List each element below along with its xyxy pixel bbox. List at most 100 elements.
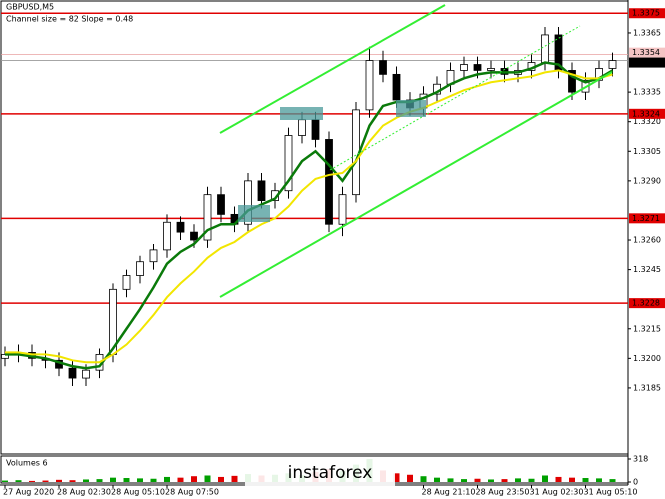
zone-box xyxy=(238,205,270,222)
level-label-box xyxy=(629,8,665,19)
volume-bar xyxy=(474,478,481,482)
price-label: 1.3351 xyxy=(632,58,660,67)
candle-body xyxy=(203,194,212,241)
y-tick-label: 1.3365 xyxy=(633,28,661,37)
volume-bar xyxy=(609,479,616,482)
y-tick-label: 1.3200 xyxy=(633,354,661,363)
candle-body xyxy=(311,119,320,140)
candle-body xyxy=(379,60,387,75)
level-label-box xyxy=(629,213,665,224)
volume-bar xyxy=(2,480,8,482)
candle-body xyxy=(82,369,90,379)
y-tick-label: 1.3290 xyxy=(633,176,661,185)
volume-bar xyxy=(164,476,170,482)
candle-body xyxy=(568,70,576,93)
candle-body xyxy=(608,60,617,69)
x-tick-label: 31 Aug 02:30 xyxy=(530,488,584,497)
volume-bar xyxy=(150,478,157,482)
volume-bar xyxy=(528,478,535,482)
candle-body xyxy=(68,367,77,379)
level-label-box xyxy=(629,298,665,309)
candle-body xyxy=(365,60,374,111)
volume-bar xyxy=(596,478,602,482)
volume-bar xyxy=(42,480,49,482)
level-label-box xyxy=(629,108,665,119)
volume-bar xyxy=(501,479,508,482)
volume-bar xyxy=(123,478,130,482)
volume-bar xyxy=(555,476,562,482)
volume-bar xyxy=(461,479,467,482)
x-tick-label: 31 Aug 05:10 xyxy=(584,488,638,497)
volume-bar xyxy=(110,477,116,482)
x-tick-label: 28 Aug 21:10 xyxy=(422,488,476,497)
volume-tick-label: 0 xyxy=(633,478,638,487)
volume-bar xyxy=(29,480,35,482)
volume-bar xyxy=(515,478,521,482)
volume-bar xyxy=(96,479,103,482)
candle-body xyxy=(338,194,347,225)
volume-bar xyxy=(231,475,238,482)
volume-bar xyxy=(69,480,76,482)
volume-bar xyxy=(569,477,575,482)
x-tick-label: 28 Aug 05:10 xyxy=(111,488,165,497)
volume-bar xyxy=(407,474,413,482)
channel-upper xyxy=(219,4,446,134)
x-tick-label: 28 Aug 23:50 xyxy=(476,488,530,497)
level-label: 1.3324 xyxy=(632,109,660,118)
y-tick-label: 1.3335 xyxy=(633,88,661,97)
candle-body xyxy=(392,73,401,101)
candle-body xyxy=(149,249,158,263)
x-tick-label: 28 Aug 02:30 xyxy=(57,488,111,497)
volume-bar xyxy=(15,480,22,482)
candle-body xyxy=(122,275,131,290)
candle-body xyxy=(257,180,266,201)
y-tick-label: 1.3245 xyxy=(633,265,661,274)
candle-body xyxy=(136,261,144,276)
volume-bar xyxy=(420,476,427,482)
y-tick-label: 1.3305 xyxy=(633,147,661,156)
candle-body xyxy=(298,119,306,136)
channel-lower xyxy=(219,71,613,298)
watermark: instaforex xyxy=(288,463,373,483)
level-label: 1.3271 xyxy=(632,214,660,223)
moving-average xyxy=(5,69,613,364)
zone-box xyxy=(396,100,426,117)
candle-body xyxy=(460,64,468,71)
volume-bar xyxy=(83,479,89,482)
volume-bar xyxy=(582,478,589,482)
volume-bar xyxy=(218,476,224,482)
price-label-box xyxy=(629,57,665,68)
volume-bar xyxy=(393,473,400,482)
volume-bar xyxy=(204,475,211,482)
volume-bar xyxy=(542,475,548,482)
y-tick-label: 1.3260 xyxy=(633,236,661,245)
candle-body xyxy=(284,135,293,192)
volume-bar xyxy=(434,477,440,482)
volume-bar xyxy=(137,478,143,482)
volume-tick-label: 318 xyxy=(633,455,648,464)
price-label-box xyxy=(629,47,665,58)
volume-bar xyxy=(177,477,184,482)
y-tick-label: 1.3185 xyxy=(633,383,661,392)
candle-body xyxy=(190,231,198,241)
price-axis xyxy=(629,0,665,499)
watermark-box xyxy=(245,458,395,488)
volume-bar xyxy=(447,478,454,482)
channel-middle xyxy=(329,25,581,171)
x-tick-label: 28 Aug 07:50 xyxy=(165,488,219,497)
candle-body xyxy=(163,221,171,251)
candle-body xyxy=(487,68,495,71)
volume-bar xyxy=(56,479,62,482)
candle-body xyxy=(473,64,482,71)
price-label: 1.3354 xyxy=(632,48,660,57)
volume-bar xyxy=(191,476,197,482)
level-label: 1.3375 xyxy=(632,9,660,18)
level-label: 1.3228 xyxy=(632,299,660,308)
volume-title: Volumes 6 xyxy=(6,459,48,468)
candle-body xyxy=(176,221,185,233)
x-tick-label: 27 Aug 2020 xyxy=(3,488,54,497)
candle-body xyxy=(217,194,225,215)
